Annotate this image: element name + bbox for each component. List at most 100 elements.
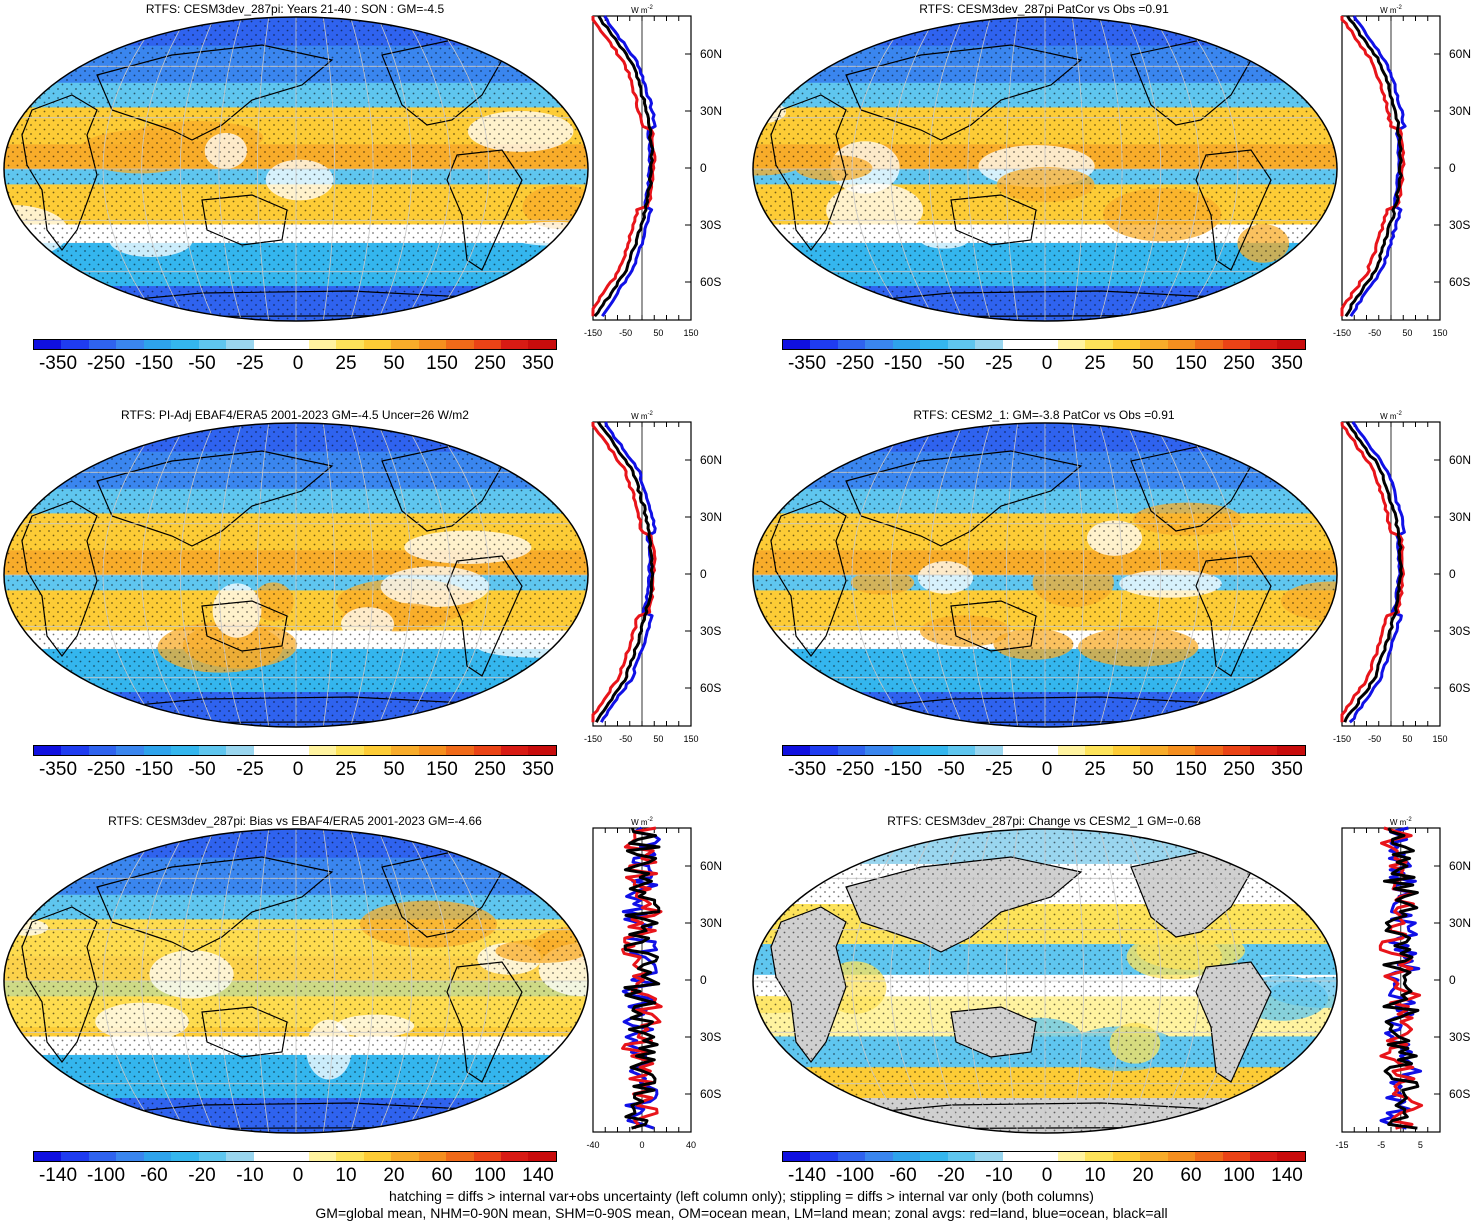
colorbar-swatch — [947, 746, 976, 755]
colorbar-swatch — [198, 746, 227, 755]
colorbar-swatch — [920, 340, 948, 349]
colorbar-swatch — [1140, 340, 1168, 349]
zonal-x-tick-label: -50 — [619, 734, 632, 744]
colorbar-swatch — [253, 746, 282, 755]
colorbar-tick-label: -10 — [985, 1165, 1013, 1186]
colorbar-swatch — [418, 746, 447, 755]
zonal-lat-label: 30S — [1449, 218, 1470, 232]
colorbar-swatch — [253, 340, 282, 349]
colorbar-tick-label: 60 — [431, 1165, 453, 1186]
colorbar-tick-label: 140 — [1271, 1165, 1303, 1186]
zonal-lat-label: 60S — [700, 1087, 721, 1101]
colorbar-swatch — [418, 1152, 447, 1161]
colorbar-tick-label: 140 — [522, 1165, 554, 1186]
map-container — [751, 421, 1339, 729]
zonal-units-label: W m-2 — [631, 5, 653, 15]
map-container — [2, 421, 590, 729]
colorbar-swatch — [1249, 1152, 1278, 1161]
colorbar-swatch — [865, 340, 893, 349]
colorbar-swatch — [281, 746, 309, 755]
colorbar-swatch — [198, 1152, 227, 1161]
zonal-mean-plot: -150 -50 50 150 60N 30N 0 30S 60S W m-2 — [584, 5, 722, 338]
colorbar-swatch — [391, 1152, 419, 1161]
zonal-x-tick-label: -50 — [1368, 734, 1381, 744]
colorbar-tick-label: 350 — [522, 759, 554, 780]
zonal-mean-panel: -40 0 40 60N 30N 0 30S 60S W m-2 — [578, 812, 740, 1167]
colorbar-swatch — [892, 1152, 921, 1161]
zonal-x-tick-label: -150 — [584, 734, 602, 744]
colorbar-swatch — [1112, 746, 1141, 755]
zonal-x-tick-label: -5 — [1377, 1140, 1385, 1150]
zonal-x-tick-label: 50 — [1402, 734, 1412, 744]
map-title: RTFS: CESM3dev_287pi: Years 21-40 : SON … — [145, 2, 445, 16]
zonal-x-tick-label: -15 — [1335, 1140, 1348, 1150]
colorbar-swatch — [1277, 746, 1305, 755]
zonal-x-tick-label: 50 — [653, 734, 663, 744]
colorbar-tick-label: -140 — [38, 1165, 78, 1186]
colorbar-swatch — [1249, 340, 1278, 349]
zonal-lat-label: 60N — [700, 859, 722, 873]
zonal-lat-label: 60S — [1449, 275, 1470, 289]
colorbar-swatch — [473, 746, 501, 755]
colorbar-tick-label: -350 — [787, 759, 827, 780]
zonal-mean-panel: -150 -50 50 150 60N 30N 0 30S 60S W m-2 — [1327, 406, 1483, 761]
colorbar-swatch — [1249, 746, 1278, 755]
colorbar-swatch — [143, 746, 172, 755]
colorbar-tick-label: -150 — [883, 353, 923, 374]
colorbar-swatch — [500, 1152, 529, 1161]
zonal-lat-label: 0 — [1449, 973, 1456, 987]
colorbar-tick-label: 25 — [335, 759, 357, 780]
colorbar-tick-label: 0 — [292, 759, 304, 780]
zonal-mean-panel: -15 -5 5 60N 30N 0 30S 60S W m-2 — [1327, 812, 1483, 1167]
colorbar-tick-label: -60 — [889, 1165, 917, 1186]
zonal-ocean-line — [599, 421, 657, 723]
colorbar — [33, 745, 557, 756]
colorbar-swatch — [947, 340, 976, 349]
colorbar-tick-label: -140 — [787, 1165, 827, 1186]
colorbar-tick-label: 350 — [1271, 353, 1303, 374]
zonal-lat-label: 60N — [700, 47, 722, 61]
zonal-all-line — [1382, 827, 1420, 1130]
zonal-lat-label: 60N — [700, 453, 722, 467]
colorbar-swatch — [1277, 1152, 1305, 1161]
colorbar-swatch — [1002, 340, 1031, 349]
colorbar-swatch — [391, 746, 419, 755]
zonal-lat-label: 0 — [700, 161, 707, 175]
zonal-x-tick-label: -50 — [1368, 328, 1381, 338]
zonal-mean-plot: -150 -50 50 150 60N 30N 0 30S 60S W m-2 — [1333, 5, 1471, 338]
colorbar-tick-label: 50 — [383, 759, 405, 780]
zonal-mean-plot: -150 -50 50 150 60N 30N 0 30S 60S W m-2 — [1333, 411, 1471, 744]
colorbar-tick-label: -250 — [86, 759, 126, 780]
colorbar-swatch — [528, 746, 556, 755]
colorbar-tick-label: 150 — [426, 759, 458, 780]
colorbar-swatch — [783, 746, 811, 755]
map-title: RTFS: CESM3dev_287pi PatCor vs Obs =0.91 — [919, 2, 1169, 16]
colorbar-tick-label: 50 — [1132, 759, 1154, 780]
zonal-x-tick-label: -40 — [586, 1140, 599, 1150]
map-model-patcor — [752, 16, 1338, 322]
colorbar-swatch — [1195, 746, 1223, 755]
colorbar-tick-label: 150 — [426, 353, 458, 374]
zonal-lat-label: 30S — [700, 218, 721, 232]
colorbar-swatch — [88, 1152, 117, 1161]
zonal-all-line — [623, 827, 661, 1130]
zonal-lat-label: 0 — [700, 567, 707, 581]
colorbar-swatch — [198, 340, 227, 349]
colorbar-swatch — [88, 746, 117, 755]
zonal-lat-label: 60N — [1449, 859, 1471, 873]
colorbar-swatch — [810, 1152, 838, 1161]
zonal-land-line — [591, 422, 657, 723]
map-container — [751, 15, 1339, 323]
colorbar-swatch — [308, 1152, 337, 1161]
map-model-mean — [3, 16, 589, 322]
colorbar-swatch — [1222, 340, 1250, 349]
colorbar-swatch — [1002, 1152, 1031, 1161]
map-container — [2, 827, 590, 1135]
colorbar-tick-label: 50 — [1132, 353, 1154, 374]
zonal-mean-panel: -150 -50 50 150 60N 30N 0 30S 60S W m-2 — [578, 406, 740, 761]
colorbar-swatch — [783, 1152, 811, 1161]
zonal-lat-label: 60S — [700, 681, 721, 695]
colorbar-swatch — [865, 1152, 893, 1161]
map-title: RTFS: PI-Adj EBAF4/ERA5 2001-2023 GM=-4.… — [121, 408, 469, 422]
colorbar-tick-label: 10 — [335, 1165, 357, 1186]
